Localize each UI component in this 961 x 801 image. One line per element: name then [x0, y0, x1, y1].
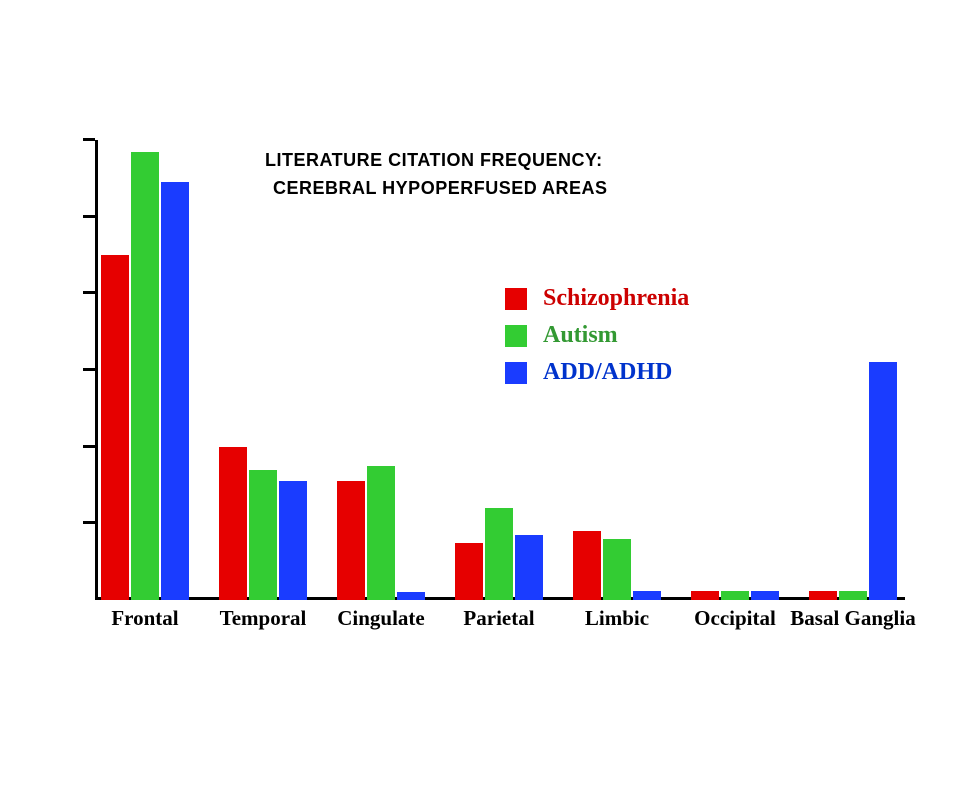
legend-label: Schizophrenia	[543, 285, 689, 312]
legend-swatch	[505, 362, 527, 384]
bar-temporal-schizophrenia	[219, 447, 247, 600]
bar-temporal-add-adhd	[279, 481, 307, 600]
y-tick	[83, 138, 95, 141]
bar-parietal-autism	[485, 508, 513, 600]
category-label: Temporal	[220, 606, 307, 631]
bar-occipital-add-adhd	[751, 591, 779, 600]
bar-occipital-schizophrenia	[691, 591, 719, 600]
y-axis	[95, 140, 98, 600]
chart-title-line2: CEREBRAL HYPOPERFUSED AREAS	[273, 178, 608, 199]
bar-basal-ganglia-autism	[839, 591, 867, 600]
bar-limbic-autism	[603, 539, 631, 600]
y-tick	[83, 215, 95, 218]
y-tick	[83, 521, 95, 524]
legend: Schizophrenia Autism ADD/ADHD	[505, 285, 689, 396]
legend-swatch	[505, 325, 527, 347]
bar-occipital-autism	[721, 591, 749, 600]
bar-frontal-autism	[131, 152, 159, 601]
bar-basal-ganglia-add-adhd	[869, 362, 897, 600]
bar-parietal-add-adhd	[515, 535, 543, 600]
legend-item: Schizophrenia	[505, 285, 689, 312]
legend-item: ADD/ADHD	[505, 359, 689, 386]
legend-label: ADD/ADHD	[543, 359, 672, 386]
bar-basal-ganglia-schizophrenia	[809, 591, 837, 600]
y-tick	[83, 445, 95, 448]
bar-limbic-add-adhd	[633, 591, 661, 600]
category-label: Limbic	[585, 606, 649, 631]
bar-frontal-schizophrenia	[101, 255, 129, 600]
category-label: Basal Ganglia	[790, 606, 915, 631]
chart-title-line1: LITERATURE CITATION FREQUENCY:	[265, 150, 603, 171]
bar-cingulate-schizophrenia	[337, 481, 365, 600]
category-label: Cingulate	[337, 606, 425, 631]
bar-limbic-schizophrenia	[573, 531, 601, 600]
category-label: Parietal	[463, 606, 534, 631]
category-label: Occipital	[694, 606, 776, 631]
legend-swatch	[505, 288, 527, 310]
plot-area: LITERATURE CITATION FREQUENCY: CEREBRAL …	[95, 140, 905, 600]
y-tick	[83, 291, 95, 294]
bar-frontal-add-adhd	[161, 182, 189, 600]
y-tick	[83, 368, 95, 371]
category-label: Frontal	[111, 606, 178, 631]
citation-frequency-chart: LITERATURE CITATION FREQUENCY: CEREBRAL …	[40, 140, 920, 660]
bar-parietal-schizophrenia	[455, 543, 483, 601]
legend-label: Autism	[543, 322, 618, 349]
bar-cingulate-autism	[367, 466, 395, 600]
legend-item: Autism	[505, 322, 689, 349]
bar-cingulate-add-adhd	[397, 592, 425, 600]
bar-temporal-autism	[249, 470, 277, 600]
